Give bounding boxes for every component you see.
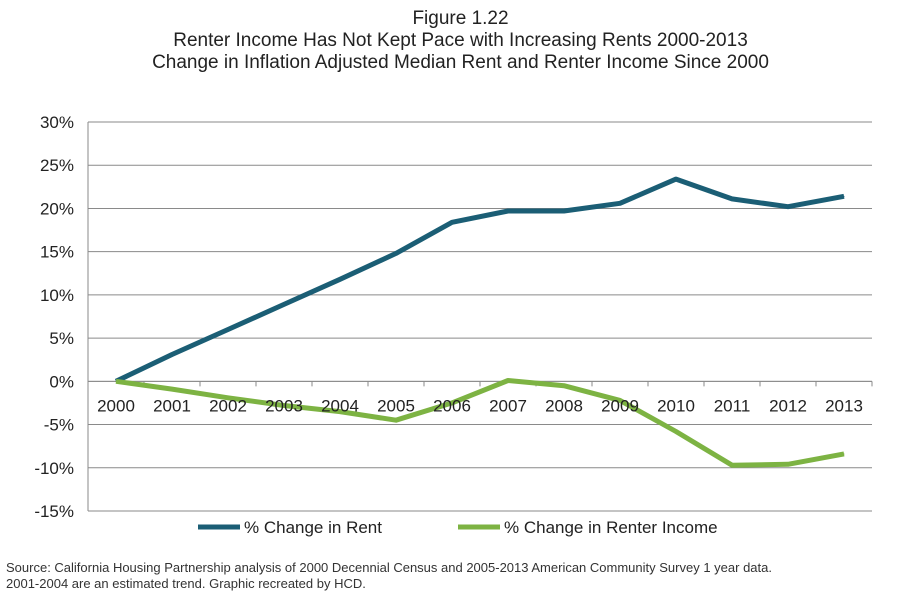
data-point: [227, 397, 229, 399]
data-point: [563, 210, 565, 212]
source-line-2: 2001-2004 are an estimated trend. Graphi…: [6, 576, 366, 591]
chart-subtitle: Renter Income Has Not Kept Pace with Inc…: [173, 30, 748, 51]
y-tick-label: 25%: [40, 156, 74, 175]
data-point: [283, 303, 285, 305]
x-tick-label: 2012: [769, 396, 807, 415]
x-tick-label: 2010: [657, 396, 695, 415]
data-point: [731, 464, 733, 466]
data-point: [227, 328, 229, 330]
x-tick-label: 2005: [377, 396, 415, 415]
data-point: [731, 198, 733, 200]
x-tick-label: 2006: [433, 396, 471, 415]
data-point: [507, 210, 509, 212]
data-point: [339, 278, 341, 280]
source-note: Source: California Housing Partnership a…: [6, 560, 772, 592]
legend-label-2: % Change in Renter Income: [504, 518, 718, 537]
y-tick-label: -10%: [34, 459, 74, 478]
y-tick-label: -5%: [44, 416, 74, 435]
data-point: [395, 419, 397, 421]
legend-label-1: % Change in Rent: [244, 518, 382, 537]
x-tick-label: 2013: [825, 396, 863, 415]
x-tick-label: 2004: [321, 396, 359, 415]
x-tick-label: 2008: [545, 396, 583, 415]
data-point: [787, 206, 789, 208]
chart-subtitle-2: Change in Inflation Adjusted Median Rent…: [152, 52, 769, 73]
data-point: [339, 411, 341, 413]
x-tick-label: 2009: [601, 396, 639, 415]
data-point: [787, 463, 789, 465]
y-tick-label: 0%: [49, 372, 74, 391]
x-tick-label: 2011: [714, 396, 751, 415]
data-point: [843, 453, 845, 455]
data-point: [115, 380, 117, 382]
x-tick-label: 2003: [265, 396, 303, 415]
chart-titles: Figure 1.22 Renter Income Has Not Kept P…: [0, 8, 921, 74]
data-point: [171, 388, 173, 390]
data-point: [451, 402, 453, 404]
data-point: [619, 399, 621, 401]
chart-title: Figure 1.22: [412, 8, 509, 29]
y-tick-label: 20%: [40, 199, 74, 218]
data-point: [451, 221, 453, 223]
y-tick-label: 30%: [40, 113, 74, 132]
y-tick-label: 10%: [40, 286, 74, 305]
data-point: [563, 385, 565, 387]
x-tick-label: 2007: [489, 396, 527, 415]
data-point: [675, 430, 677, 432]
series-line-2: [115, 378, 845, 468]
series-line-1: [114, 176, 845, 384]
data-point: [507, 379, 509, 381]
source-line-1: Source: California Housing Partnership a…: [6, 560, 772, 575]
x-tick-label: 2001: [153, 396, 191, 415]
data-point: [395, 252, 397, 254]
data-point: [283, 405, 285, 407]
x-tick-label: 2002: [209, 396, 247, 415]
data-point: [171, 354, 173, 356]
y-tick-label: -15%: [34, 502, 74, 521]
data-point: [843, 195, 845, 197]
data-point: [675, 178, 677, 180]
x-tick-label: 2000: [97, 396, 135, 415]
y-tick-label: 15%: [40, 243, 74, 262]
line-chart: 30% 25% 20% 15% 10% 5% 0% -5% -10% -15% 2000 2001 20…: [34, 113, 873, 537]
data-point: [619, 202, 621, 204]
y-tick-label: 5%: [49, 329, 74, 348]
